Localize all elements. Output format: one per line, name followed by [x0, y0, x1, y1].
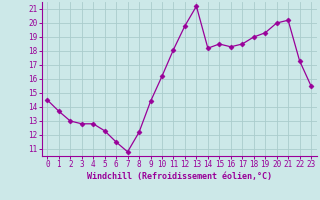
- X-axis label: Windchill (Refroidissement éolien,°C): Windchill (Refroidissement éolien,°C): [87, 172, 272, 181]
